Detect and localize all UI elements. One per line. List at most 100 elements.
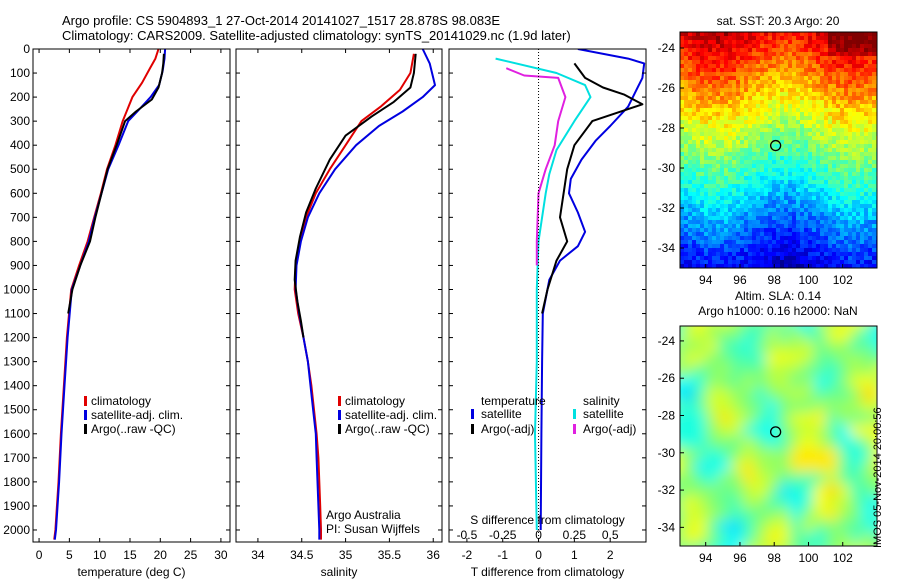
sst_map-cell — [752, 144, 757, 149]
sst_map-cell — [704, 160, 709, 165]
sst_map-cell — [788, 52, 793, 57]
sst_map-cell — [732, 160, 737, 165]
sst_map-cell — [800, 164, 805, 169]
sla_map-cell — [826, 460, 839, 473]
sst_map-cell — [800, 72, 805, 77]
sst_map-cell — [748, 76, 753, 81]
sst_map-cell — [756, 124, 761, 129]
sla_map-cell — [874, 484, 877, 497]
sst_map-cell — [736, 164, 741, 169]
sst_map-cell — [764, 252, 769, 257]
sst_map-cell — [856, 224, 861, 229]
sst_map-cell — [792, 76, 797, 81]
sst_map-cell — [792, 56, 797, 61]
sst_map-cell — [796, 60, 801, 65]
sst_map-cell — [808, 88, 813, 93]
sst_map-cell — [732, 40, 737, 45]
sla_map-cell — [862, 436, 875, 449]
sst_map-cell — [828, 56, 833, 61]
sst_map-cell — [856, 192, 861, 197]
sst_map-cell — [748, 136, 753, 141]
sst_map-cell — [744, 228, 749, 233]
sst_map-cell — [688, 144, 693, 149]
sst_map-cell — [864, 124, 869, 129]
sla_map-cell — [766, 520, 779, 533]
sst_map-cell — [864, 240, 869, 245]
sst_map-cell — [828, 48, 833, 53]
sst_map-cell — [720, 240, 725, 245]
sst_map-cell — [772, 72, 777, 77]
sst_map-cell — [864, 204, 869, 209]
sst_map-cell — [772, 208, 777, 213]
sst_map-cell — [700, 156, 705, 161]
sla_map-cell — [838, 328, 851, 341]
sst_map-cell — [728, 44, 733, 49]
sst_map-cell — [832, 244, 837, 249]
sst_map-cell — [720, 180, 725, 185]
sst_map-cell — [740, 128, 745, 133]
sst_map-cell — [732, 104, 737, 109]
sst_map-cell — [720, 248, 725, 253]
sst_map-cell — [684, 228, 689, 233]
sst_map-cell — [724, 76, 729, 81]
sst_map-cell — [748, 200, 753, 205]
sla_map-cell — [766, 508, 779, 521]
sst_map-cell — [788, 40, 793, 45]
sst_map-cell — [680, 188, 685, 193]
sst_map-cell — [768, 80, 773, 85]
sst_map-cell — [864, 68, 869, 73]
sla_map-cell — [778, 326, 791, 329]
sst_map-cell — [736, 220, 741, 225]
sst_map-cell — [780, 76, 785, 81]
sst_map-cell — [792, 228, 797, 233]
sla_map-cell — [718, 326, 731, 329]
sst_map-cell — [700, 180, 705, 185]
sst_map-cell — [680, 264, 685, 268]
sst_map-cell — [708, 240, 713, 245]
sst_map-cell — [708, 112, 713, 117]
sst_map-cell — [760, 212, 765, 217]
sst_map-cell — [800, 144, 805, 149]
sla_map-cell — [874, 460, 877, 473]
sst_map-cell — [836, 216, 841, 221]
sst_map-cell — [744, 104, 749, 109]
sst_map-cell — [780, 108, 785, 113]
sst_map-cell — [728, 96, 733, 101]
sst_map-cell — [752, 200, 757, 205]
sst_map-cell — [792, 116, 797, 121]
sst_map-cell — [824, 96, 829, 101]
sst_map-cell — [852, 224, 857, 229]
sst_map-cell — [840, 100, 845, 105]
sst_map-cell — [776, 76, 781, 81]
sst_map-cell — [796, 36, 801, 41]
sst_map-cell — [808, 212, 813, 217]
sst_map-cell — [744, 128, 749, 133]
sst_map-cell — [764, 220, 769, 225]
sst_map-cell — [780, 192, 785, 197]
sst_map-cell — [844, 104, 849, 109]
sst_map-cell — [700, 100, 705, 105]
sla_map-cell — [838, 400, 851, 413]
sla_map-cell — [850, 388, 863, 401]
sst_map-cell — [840, 184, 845, 189]
sla_map-cell — [814, 412, 827, 425]
sst_map-cell — [832, 72, 837, 77]
sst_map-cell — [688, 220, 693, 225]
sst_map-cell — [688, 116, 693, 121]
sst_map-cell — [696, 116, 701, 121]
sla_map-cell — [850, 508, 863, 521]
sst_map-cell — [740, 36, 745, 41]
sst_map-cell — [824, 176, 829, 181]
sst_map-cell — [752, 236, 757, 241]
depth-tick-label: 2000 — [3, 523, 30, 537]
sst_map-cell — [848, 128, 853, 133]
sst_map-cell — [840, 112, 845, 117]
sst_map-cell — [848, 216, 853, 221]
sst_map-cell — [716, 132, 721, 137]
sst_map-cell — [872, 192, 877, 197]
sst_map-cell — [740, 80, 745, 85]
sst_map-cell — [776, 88, 781, 93]
sst_map-cell — [868, 244, 873, 249]
sst_map-cell — [836, 140, 841, 145]
sst_map-cell — [684, 44, 689, 49]
